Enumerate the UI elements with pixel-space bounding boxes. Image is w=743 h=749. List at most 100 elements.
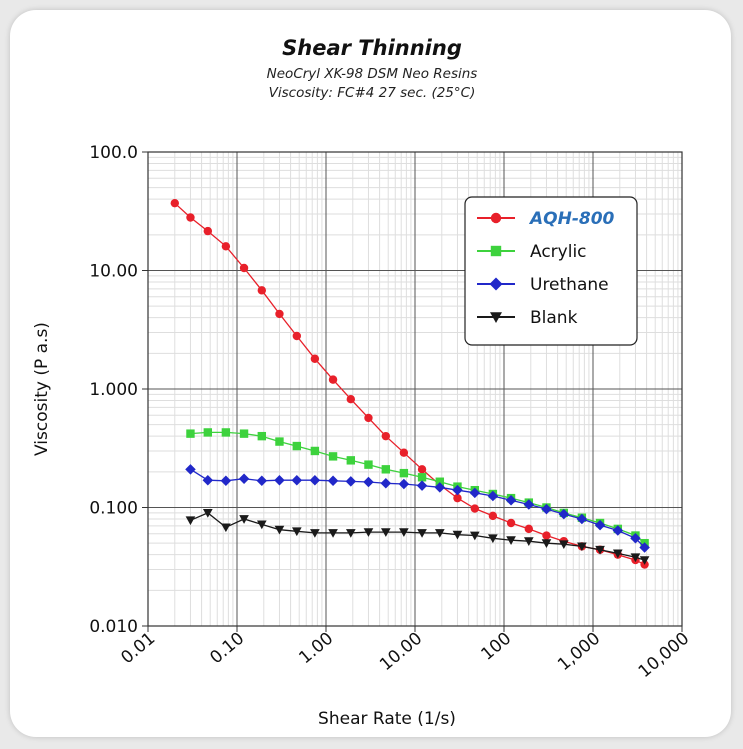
y-axis-label: Viscosity (P a.s) — [32, 322, 52, 456]
series-line — [174, 202, 645, 566]
data-point — [452, 484, 463, 496]
data-point — [309, 474, 321, 486]
data-point — [639, 556, 650, 565]
y-tick-label: 0.010 — [89, 617, 138, 637]
data-point — [202, 509, 213, 518]
data-point — [363, 476, 374, 488]
data-point — [505, 495, 517, 506]
data-point — [274, 474, 285, 486]
legend-marker — [490, 212, 502, 224]
data-point — [291, 474, 303, 486]
data-point — [203, 226, 213, 236]
chart-subtitle-line-2: Viscosity: FC#4 27 sec. (25°C) — [269, 85, 476, 101]
data-point — [381, 431, 391, 441]
data-point — [328, 529, 338, 538]
data-point — [506, 518, 516, 528]
data-point — [310, 354, 320, 363]
data-point — [524, 524, 534, 534]
legend-label: Blank — [530, 308, 578, 328]
x-tick-label: 1.00 — [295, 629, 337, 669]
data-point — [558, 540, 569, 550]
data-point — [470, 504, 480, 513]
data-point — [363, 528, 374, 537]
y-tick-label: 0.100 — [89, 499, 138, 519]
data-point — [275, 309, 284, 319]
data-point — [612, 549, 623, 559]
data-point — [434, 482, 446, 493]
data-point — [221, 428, 231, 437]
legend-item: Acrylic — [477, 242, 587, 262]
legend-item: Blank — [477, 308, 578, 328]
legend-label: Acrylic — [530, 242, 587, 262]
data-point — [239, 263, 249, 273]
x-tick-label: 100 — [477, 629, 515, 665]
data-point — [506, 536, 516, 546]
legend-label: AQH-800 — [528, 209, 615, 229]
data-point — [364, 460, 373, 469]
data-point — [186, 429, 195, 438]
data-point — [221, 242, 231, 251]
data-point — [186, 213, 195, 222]
data-point — [380, 528, 391, 537]
data-point — [453, 493, 462, 503]
data-point — [328, 452, 338, 461]
data-point — [256, 520, 267, 530]
x-tick-label: 1,000 — [554, 629, 604, 676]
data-point — [346, 456, 356, 465]
data-point — [434, 529, 445, 538]
data-point — [487, 490, 499, 502]
data-point — [399, 528, 409, 537]
data-point — [380, 478, 392, 489]
series-urethane — [185, 464, 650, 553]
chart-title: Shear Thinning — [282, 36, 462, 60]
data-point — [327, 475, 339, 487]
data-point — [257, 431, 267, 441]
data-point — [345, 476, 357, 487]
x-tick-label: 0.10 — [206, 629, 248, 669]
x-tick-label: 10,000 — [635, 629, 693, 683]
data-point — [594, 519, 606, 531]
data-point — [185, 516, 196, 526]
data-point — [310, 529, 320, 538]
data-point — [275, 437, 284, 446]
data-point — [292, 441, 302, 451]
y-tick-label: 100.0 — [89, 143, 138, 163]
data-point — [417, 473, 427, 482]
data-point — [346, 395, 356, 404]
x-tick-label: 10.00 — [376, 629, 426, 676]
data-point — [435, 477, 445, 486]
data-point — [630, 533, 641, 544]
data-point — [630, 553, 641, 563]
data-point — [310, 446, 320, 456]
chart-card — [10, 10, 731, 737]
data-point — [239, 515, 249, 524]
series-line — [190, 512, 645, 561]
data-point — [381, 465, 391, 474]
data-point — [238, 473, 250, 484]
data-point — [488, 511, 498, 521]
series-line — [190, 431, 646, 544]
legend-marker — [489, 277, 503, 291]
data-point — [364, 413, 373, 423]
data-point — [274, 525, 285, 535]
data-point — [523, 499, 535, 510]
legend-marker — [490, 312, 502, 323]
data-point — [185, 464, 196, 475]
legend: AQH-800 Acrylic Urethane Blank — [464, 196, 638, 346]
data-point — [558, 508, 570, 520]
legend-marker — [490, 245, 502, 257]
legend-box — [464, 196, 638, 346]
data-point — [469, 531, 480, 541]
data-point — [576, 513, 588, 525]
data-point — [417, 529, 427, 538]
data-point — [416, 480, 428, 491]
data-point — [452, 530, 463, 540]
data-point — [345, 529, 356, 538]
data-point — [398, 478, 410, 490]
data-point — [523, 537, 534, 546]
series-blank — [185, 509, 650, 565]
data-point — [170, 198, 179, 208]
data-point — [221, 523, 231, 533]
data-point — [541, 539, 552, 549]
